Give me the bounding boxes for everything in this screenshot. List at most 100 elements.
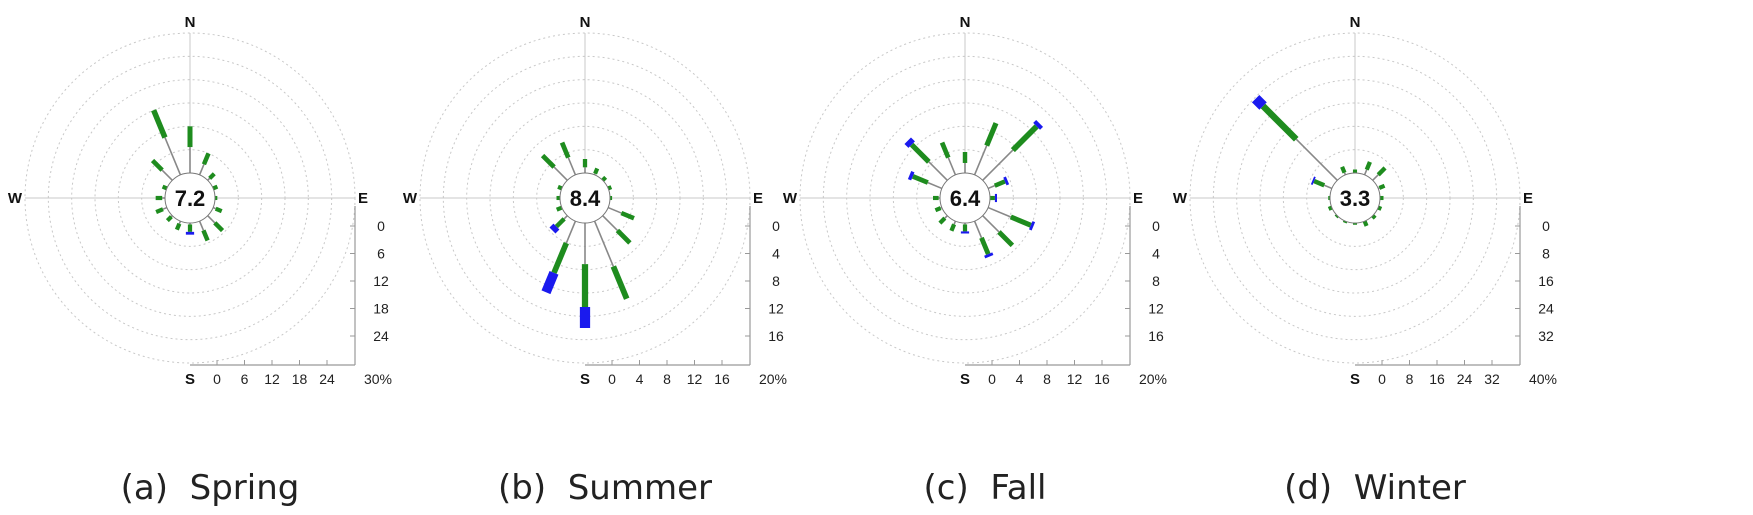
sector-spoke — [987, 184, 996, 190]
sector-speed-band-green — [593, 167, 600, 175]
sector-speed-band-green — [213, 221, 225, 233]
tick-label-vertical: 0 — [377, 218, 385, 234]
scale-unit-label: 40% — [1529, 371, 1557, 387]
wind-sector — [938, 215, 948, 225]
direction-label-s: S — [1350, 371, 1360, 388]
scale-unit-label: 30% — [364, 371, 392, 387]
tick-label-horizontal: 0 — [213, 371, 221, 387]
tick-label-horizontal: 8 — [1043, 371, 1051, 387]
tick-label-vertical: 18 — [373, 301, 389, 317]
sector-speed-band-green — [559, 141, 571, 159]
sector-speed-band-green — [1376, 166, 1387, 177]
tick-label-vertical: 4 — [1152, 246, 1160, 262]
direction-label-e: E — [358, 190, 368, 207]
wind-sector — [165, 215, 173, 223]
tick-label-horizontal: 0 — [1378, 371, 1386, 387]
sector-spoke — [973, 220, 983, 239]
sector-spoke — [1363, 169, 1368, 176]
sector-spoke — [987, 206, 1012, 218]
calm-value: 3.3 — [1340, 186, 1371, 211]
sector-speed-band-blue — [1251, 94, 1267, 110]
wind-sector — [939, 141, 957, 176]
wind-sector — [982, 215, 1015, 248]
wind-sector — [161, 184, 168, 191]
direction-label-n: N — [580, 14, 591, 31]
sector-speed-band-blue — [1029, 221, 1036, 231]
sector-speed-band-blue — [984, 252, 994, 259]
direction-label-s: S — [960, 371, 970, 388]
sector-speed-band-blue — [549, 223, 560, 234]
sector-speed-band-blue — [907, 170, 915, 181]
sector-spoke — [563, 215, 568, 220]
sector-speed-band-green — [150, 158, 164, 172]
sector-spoke — [928, 161, 948, 181]
sector-speed-band-blue — [1033, 119, 1044, 130]
wind-sector — [602, 215, 632, 245]
wind-sector — [540, 153, 568, 181]
tick-label-horizontal: 4 — [636, 371, 644, 387]
sector-spoke — [565, 220, 577, 244]
direction-label-n: N — [1350, 14, 1361, 31]
sector-speed-band-green — [1377, 205, 1383, 211]
sector-spoke — [982, 215, 1000, 233]
wind-sector — [949, 220, 957, 232]
tick-label-vertical: 12 — [768, 301, 784, 317]
calm-value: 7.2 — [175, 186, 206, 211]
tick-label-horizontal: 16 — [714, 371, 730, 387]
tick-label-horizontal: 16 — [1429, 371, 1445, 387]
sector-speed-band-green — [909, 142, 931, 164]
tick-label-horizontal: 24 — [319, 371, 335, 387]
tick-label-vertical: 24 — [1538, 301, 1554, 317]
sector-spoke — [1323, 184, 1333, 190]
sector-speed-band-green — [208, 172, 216, 180]
sector-spoke — [1295, 138, 1338, 181]
tick-label-horizontal: 32 — [1484, 371, 1500, 387]
sector-speed-band-green — [1362, 220, 1369, 227]
sector-spoke — [947, 157, 957, 176]
tick-label-horizontal: 8 — [663, 371, 671, 387]
sector-speed-band-green — [1378, 183, 1386, 190]
tick-label-vertical: 0 — [772, 218, 780, 234]
sector-speed-band-green — [554, 217, 566, 229]
tick-label-horizontal: 8 — [1406, 371, 1414, 387]
sector-speed-band-blue — [1310, 176, 1316, 185]
wind-sector — [1251, 94, 1338, 181]
wind-sector — [207, 215, 225, 233]
wind-sector — [1362, 220, 1369, 227]
wind-sector — [207, 172, 216, 181]
sector-speed-band-green — [1313, 179, 1326, 188]
tick-label-vertical: 32 — [1538, 328, 1554, 344]
sector-spoke — [567, 157, 577, 176]
sector-spoke — [593, 220, 615, 267]
sector-speed-band-green — [911, 174, 929, 185]
tick-label-vertical: 8 — [1542, 246, 1550, 262]
sector-spoke — [198, 220, 205, 231]
sector-speed-band-green — [201, 229, 210, 242]
tick-label-horizontal: 0 — [988, 371, 996, 387]
sector-speed-band-green — [214, 206, 223, 214]
tick-label-horizontal: 24 — [1457, 371, 1473, 387]
sector-speed-band-green — [601, 175, 608, 182]
sector-speed-band-blue — [1003, 176, 1010, 186]
sector-speed-band-green — [1340, 166, 1347, 174]
tick-label-horizontal: 16 — [1094, 371, 1110, 387]
sector-spoke — [162, 206, 168, 210]
direction-label-w: W — [1173, 190, 1188, 207]
tick-label-vertical: 8 — [1152, 273, 1160, 289]
wind-rose-svg: 3.3 N E S W 0 0 8 8 16 16 24 24 32 32 40% — [1173, 14, 1557, 388]
panel-caption: (c) Fall — [923, 468, 1047, 508]
sector-speed-band-green — [212, 184, 219, 191]
sector-speed-band-green — [620, 210, 635, 221]
sector-speed-band-green — [540, 153, 556, 169]
wind-rose-svg: 7.2 N E S W 0 0 6 6 12 12 18 18 24 24 30% — [8, 14, 392, 388]
sector-speed-band-green — [1364, 161, 1372, 171]
wind-rose-panel: 6.4 N E S W 0 0 4 4 8 8 12 12 16 16 20% (c) Fall — [775, 0, 1195, 515]
sector-speed-band-green — [949, 223, 957, 232]
wind-sector — [212, 206, 223, 214]
sector-speed-band-blue — [541, 270, 559, 295]
tick-label-vertical: 16 — [1538, 273, 1554, 289]
sector-spoke — [1372, 174, 1379, 181]
tick-label-horizontal: 12 — [264, 371, 280, 387]
sector-speed-band-green — [555, 205, 563, 212]
